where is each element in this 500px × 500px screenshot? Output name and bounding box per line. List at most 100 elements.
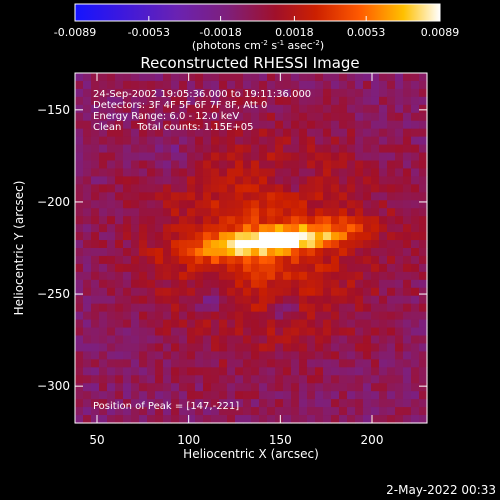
heatmap-cell [227, 311, 236, 321]
annotation-energy: Energy Range: 6.0 - 12.0 keV [93, 111, 239, 122]
heatmap-cell [379, 303, 388, 313]
heatmap-cell [83, 287, 92, 297]
heatmap-cell [387, 160, 396, 170]
heatmap-cell [115, 96, 124, 106]
heatmap-cell [155, 80, 164, 90]
heatmap-cell [211, 351, 220, 360]
heatmap-cell [379, 73, 388, 82]
heatmap-cell [163, 351, 172, 360]
heatmap-cell [403, 200, 412, 209]
heatmap-cell [131, 287, 140, 297]
heatmap-cell [395, 192, 404, 201]
heatmap-cell [307, 303, 316, 313]
heatmap-cell [339, 152, 348, 162]
heatmap-cell [283, 295, 292, 305]
heatmap-cell [227, 359, 236, 368]
heatmap-cell [171, 136, 180, 146]
heatmap-cell [91, 88, 100, 98]
heatmap-cell [395, 80, 404, 90]
heatmap-cell [187, 287, 196, 297]
heatmap-cell [227, 200, 236, 209]
heatmap-cell [387, 216, 396, 225]
heatmap-cell [203, 359, 212, 368]
heatmap-cell [331, 73, 340, 82]
heatmap-cell [371, 271, 380, 281]
heatmap-cell [371, 327, 380, 337]
heatmap-cell [339, 200, 348, 209]
heatmap-cell [259, 359, 268, 368]
heatmap-cell [259, 208, 268, 217]
heatmap-cell [299, 192, 308, 201]
heatmap-cell [315, 271, 324, 281]
heatmap-cell [243, 88, 252, 98]
heatmap-cell [155, 415, 164, 424]
heatmap-cell [331, 152, 340, 162]
heatmap-cell [315, 279, 324, 289]
heatmap-cell [155, 128, 164, 138]
heatmap-cell [323, 263, 332, 273]
heatmap-cell [187, 80, 196, 90]
heatmap-cell [339, 208, 348, 217]
heatmap-cell [123, 351, 132, 360]
heatmap-cell [275, 295, 284, 305]
heatmap-cell [251, 407, 260, 416]
heatmap-cell [315, 73, 324, 82]
heatmap-cell [347, 343, 356, 352]
heatmap-cell [187, 399, 196, 408]
heatmap-cell [299, 383, 308, 392]
heatmap-cell [99, 327, 108, 337]
heatmap-cell [131, 367, 140, 376]
heatmap-cell [411, 224, 420, 233]
heatmap-cell [139, 407, 148, 416]
heatmap-cell [211, 160, 220, 170]
heatmap-cell [283, 88, 292, 98]
heatmap-cell [355, 112, 364, 122]
heatmap-cell [75, 359, 84, 368]
heatmap-cell [107, 160, 116, 170]
heatmap-cell [107, 200, 116, 209]
heatmap-cell [291, 383, 300, 392]
heatmap-cell [163, 200, 172, 209]
heatmap-cell [339, 359, 348, 368]
heatmap-cell [211, 343, 220, 352]
heatmap-cell [235, 224, 244, 233]
heatmap-cell [107, 80, 116, 90]
heatmap-cell [267, 335, 276, 345]
heatmap-cell [243, 160, 252, 170]
heatmap-cell [115, 152, 124, 162]
heatmap-cell [243, 144, 252, 154]
y-axis-ticks: −150−200−250−300 [37, 103, 427, 393]
heatmap-cell [83, 375, 92, 384]
heatmap-cell [123, 271, 132, 281]
heatmap-cell [227, 184, 236, 193]
heatmap-cell [315, 351, 324, 360]
heatmap-cell [99, 240, 108, 249]
heatmap-cell [315, 343, 324, 352]
heatmap-cell [219, 232, 228, 241]
heatmap-cell [323, 295, 332, 305]
heatmap-cell [419, 391, 428, 400]
heatmap-cell [379, 88, 388, 98]
heatmap-cell [411, 351, 420, 360]
heatmap-cell [131, 383, 140, 392]
heatmap-cell [355, 240, 364, 249]
heatmap-cell [75, 303, 84, 313]
heatmap-cell [243, 248, 252, 257]
heatmap-cell [123, 327, 132, 337]
heatmap-cell [203, 208, 212, 217]
heatmap-cell [171, 168, 180, 177]
heatmap-cell [291, 399, 300, 408]
heatmap-cell [403, 80, 412, 90]
heatmap-cell [419, 152, 428, 162]
heatmap-cell [379, 216, 388, 225]
heatmap-cell [267, 383, 276, 392]
heatmap-cell [115, 263, 124, 273]
heatmap-cell [347, 295, 356, 305]
heatmap-cell [195, 319, 204, 329]
heatmap-cell [411, 335, 420, 345]
heatmap-cell [299, 184, 308, 193]
heatmap-cell [299, 216, 308, 225]
heatmap-cell [155, 168, 164, 177]
heatmap-cell [115, 303, 124, 313]
heatmap-cell [251, 279, 260, 289]
